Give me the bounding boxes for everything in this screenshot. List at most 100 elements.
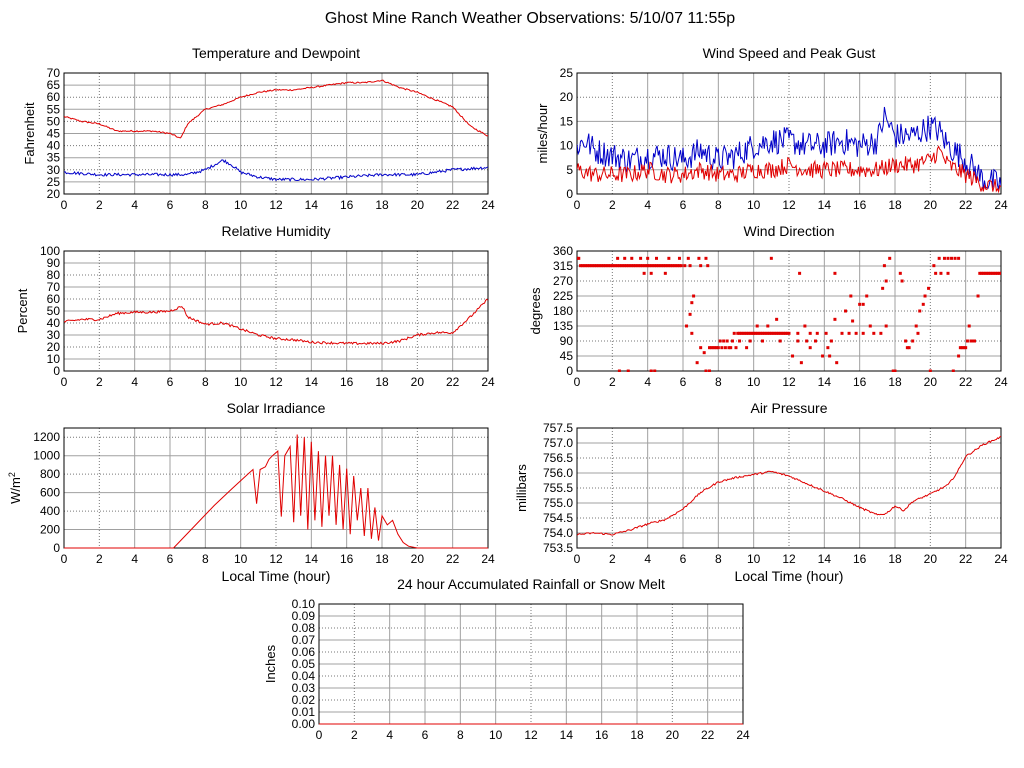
data-point — [824, 331, 828, 335]
data-point — [882, 264, 886, 268]
data-point — [981, 271, 985, 275]
y-tick-label: 0.08 — [292, 621, 316, 635]
data-point — [888, 256, 892, 260]
data-point — [596, 264, 600, 268]
y-tick-label: 1000 — [33, 449, 60, 463]
data-point — [662, 264, 666, 268]
data-point — [660, 264, 664, 268]
x-tick-label: 4 — [386, 728, 393, 742]
y-tick-label: 135 — [553, 319, 573, 333]
data-point — [720, 346, 724, 350]
x-tick-label: 16 — [853, 198, 867, 212]
data-point — [639, 256, 643, 260]
data-point — [865, 294, 869, 298]
data-point — [962, 346, 966, 350]
y-tick-label: 0.05 — [292, 657, 316, 671]
data-point — [649, 264, 653, 268]
x-tick-label: 2 — [609, 552, 616, 566]
data-point — [988, 271, 992, 275]
data-point — [976, 294, 980, 298]
x-tick-label: 18 — [888, 552, 902, 566]
data-point — [748, 331, 752, 335]
data-point — [980, 271, 984, 275]
data-point — [752, 331, 756, 335]
data-point — [872, 331, 876, 335]
data-point — [798, 271, 802, 275]
data-point — [695, 361, 699, 365]
series-group — [577, 435, 1001, 536]
y-tick-label: 200 — [40, 523, 60, 537]
data-point — [716, 346, 720, 350]
x-tick-label: 14 — [305, 375, 319, 389]
x-tick-label: 2 — [351, 728, 358, 742]
data-point — [632, 264, 636, 268]
data-point — [953, 256, 957, 260]
y-tick-label: 0.00 — [292, 717, 316, 731]
data-point — [761, 339, 764, 343]
data-point — [635, 264, 639, 268]
data-point — [769, 256, 773, 260]
chart-title: Relative Humidity — [222, 223, 331, 239]
data-point — [964, 346, 968, 350]
x-tick-label: 2 — [609, 198, 616, 212]
y-tick-label: 0.03 — [292, 681, 316, 695]
data-point — [985, 271, 989, 275]
data-point — [780, 331, 784, 335]
data-point — [803, 324, 807, 328]
data-point — [683, 264, 687, 268]
y-tick-label: 0.02 — [292, 693, 316, 707]
data-point — [743, 331, 747, 335]
y-tick-label: 90 — [560, 334, 574, 348]
data-point — [709, 346, 713, 350]
x-tick-label: 2 — [96, 375, 103, 389]
series-group — [64, 434, 488, 549]
data-point — [805, 339, 809, 343]
y-tick-label: 35 — [47, 151, 61, 165]
data-point — [987, 271, 991, 275]
y-tick-label: 50 — [47, 304, 61, 318]
data-point — [967, 324, 971, 328]
data-point — [732, 331, 736, 335]
data-point — [898, 271, 902, 275]
data-point — [626, 264, 630, 268]
data-point — [771, 331, 775, 335]
data-point — [677, 256, 681, 260]
plot-frame — [576, 250, 1002, 372]
data-point — [614, 264, 618, 268]
data-point — [992, 271, 996, 275]
x-tick-label: 16 — [853, 375, 867, 389]
data-point — [761, 331, 764, 335]
data-point — [833, 317, 837, 321]
chart-title: Air Pressure — [750, 400, 827, 416]
data-point — [934, 271, 938, 275]
x-tick-label: 18 — [375, 198, 389, 212]
data-point — [587, 264, 591, 268]
page-title: Ghost Mine Ranch Weather Observations: 5… — [325, 10, 735, 27]
x-tick-label: 8 — [715, 552, 722, 566]
x-tick-label: 8 — [457, 728, 464, 742]
x-tick-label: 24 — [481, 375, 495, 389]
data-point — [755, 324, 759, 328]
data-point — [667, 264, 671, 268]
data-point — [762, 331, 766, 335]
y-tick-label: 30 — [47, 163, 61, 177]
data-point — [914, 324, 918, 328]
data-point — [612, 264, 616, 268]
data-point — [881, 286, 885, 290]
series-group — [64, 298, 488, 346]
y-tick-label: 270 — [553, 274, 573, 288]
data-point — [656, 264, 660, 268]
data-point — [704, 256, 708, 260]
data-point — [995, 271, 999, 275]
x-tick-label: 4 — [131, 198, 138, 212]
plot-frame — [576, 427, 1002, 549]
y-tick-label: 0 — [566, 364, 573, 378]
y-tick-label: 180 — [553, 304, 573, 318]
data-point — [723, 346, 727, 350]
y-tick-label: 0.04 — [292, 669, 316, 683]
x-tick-label: 20 — [411, 552, 425, 566]
y-axis-label: miles/hour — [535, 103, 550, 164]
x-tick-label: 24 — [481, 198, 495, 212]
data-point — [637, 264, 641, 268]
